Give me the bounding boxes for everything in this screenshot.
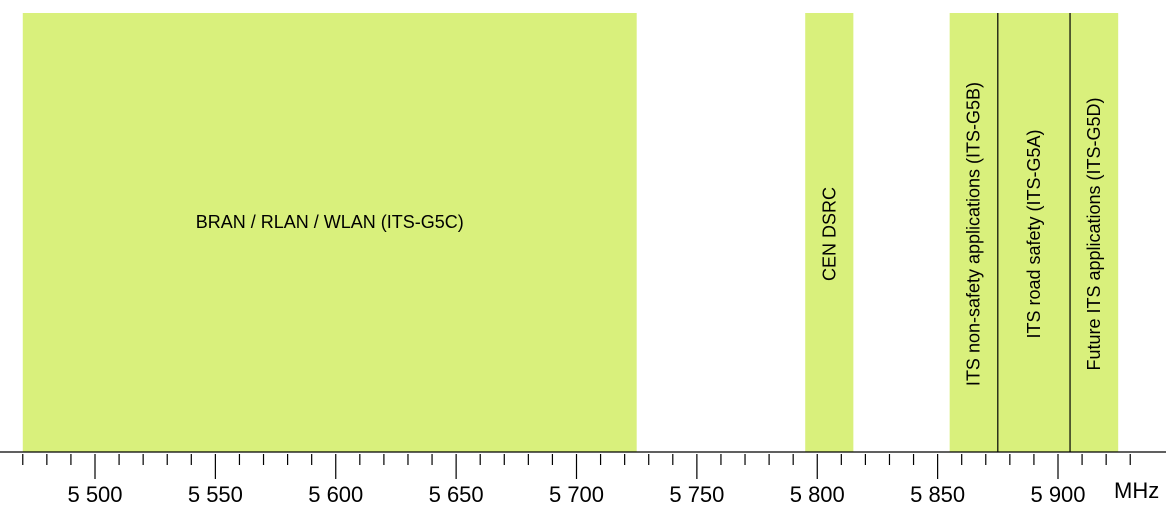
tick-label-5800: 5 800 bbox=[790, 482, 845, 507]
band-its-g5a bbox=[997, 13, 1071, 452]
band-bran bbox=[22, 13, 637, 452]
axis-unit-label: MHz bbox=[1114, 478, 1159, 503]
bands-layer bbox=[22, 13, 1119, 452]
tick-label-5700: 5 700 bbox=[549, 482, 604, 507]
band-its-g5b bbox=[949, 13, 998, 452]
frequency-axis: 5 500 5 550 5 600 5 650 5 700 5 750 5 800 5 850… bbox=[0, 451, 1166, 507]
band-its-g5d bbox=[1070, 13, 1119, 452]
band-label-cen-dsrc: CEN DSRC bbox=[819, 187, 839, 281]
tick-label-5500: 5 500 bbox=[67, 482, 122, 507]
tick-label-5750: 5 750 bbox=[669, 482, 724, 507]
band-labels-layer: BRAN / RLAN / WLAN (ITS-G5C) CEN DSRC ITS … bbox=[196, 82, 1104, 386]
band-label-bran: BRAN / RLAN / WLAN (ITS-G5C) bbox=[196, 212, 464, 232]
band-label-its-g5d: Future ITS applications (ITS-G5D) bbox=[1084, 97, 1104, 370]
tick-label-5600: 5 600 bbox=[308, 482, 363, 507]
tick-label-5550: 5 550 bbox=[188, 482, 243, 507]
tick-label-5900: 5 900 bbox=[1030, 482, 1085, 507]
tick-label-5650: 5 650 bbox=[429, 482, 484, 507]
band-label-its-g5b: ITS non-safety applications (ITS-G5B) bbox=[964, 82, 984, 386]
dividers-layer bbox=[997, 13, 1071, 452]
band-label-its-g5a: ITS road safety (ITS-G5A) bbox=[1024, 129, 1044, 338]
band-cen-dsrc bbox=[805, 13, 854, 452]
tick-label-5850: 5 850 bbox=[910, 482, 965, 507]
